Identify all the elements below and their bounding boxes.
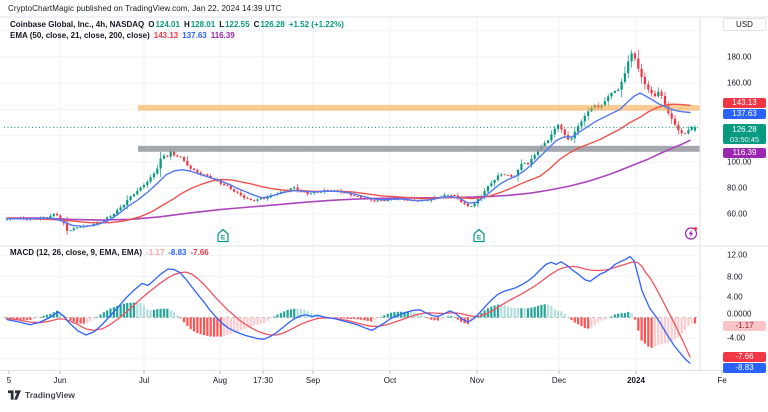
ema50-price-badge: 143.13 [723, 98, 766, 108]
ema50-value: 143.13 [153, 31, 179, 40]
time-axis-label: Aug [212, 376, 228, 385]
scale-label: 100.00 [727, 157, 752, 167]
macd-line[interactable] [6, 255, 691, 364]
scale-label: -4.00 [727, 333, 746, 342]
svg-text:E: E [221, 235, 226, 242]
scale-label: 60.00 [727, 209, 748, 219]
macd-legend[interactable]: MACD (12, 26, close, 9, EMA, EMA) -1.17 … [10, 248, 209, 257]
macd-legend-label: MACD (12, 26, close, 9, EMA, EMA) [10, 248, 143, 257]
macd-value-badge: -8.83 [723, 362, 766, 373]
scale-label: 0.0000 [727, 309, 752, 319]
ema50-line[interactable] [6, 103, 691, 224]
time-axis-label: Fe [717, 376, 727, 385]
scale-label: 180.00 [727, 52, 752, 62]
macd-signal-value: -7.66 [190, 248, 209, 257]
scale-label: 4.00 [727, 292, 743, 302]
time-axis-label: 2024 [627, 376, 645, 385]
ema-legend-label: EMA (50, close, 21, close, 200, close) [10, 31, 150, 40]
ema200-value: 116.39 [210, 31, 235, 40]
tradingview-logo-text: TradingView [25, 390, 75, 400]
ema21-line[interactable] [6, 92, 691, 228]
macd-signal-badge: -7.66 [723, 352, 766, 362]
macd-histogram [5, 302, 697, 348]
ema200-line[interactable] [6, 139, 691, 221]
time-axis-label: 5 [6, 376, 12, 385]
earnings-icon[interactable]: E [217, 228, 229, 243]
ohlc-close: C 126.28 [253, 20, 285, 29]
ohlc-low: L 122.55 [219, 20, 250, 29]
gray-support-band[interactable] [138, 145, 700, 152]
tradingview-logo[interactable]: TradingView [8, 390, 75, 400]
time-axis-label: Dec [551, 376, 567, 385]
last-price-badge: 126.28 03:50:45 [723, 124, 766, 144]
time-axis-label: Sep [305, 376, 321, 385]
price-scale[interactable]: 180.00 160.00 100.00 80.00 60.00 12.00 8.00 4.0… [700, 0, 768, 412]
tradingview-mark-icon [8, 390, 21, 400]
flash-icon[interactable] [684, 227, 698, 240]
orange-resistance-band[interactable] [138, 104, 700, 111]
scale-label: 8.00 [727, 272, 743, 281]
ema-legend[interactable]: EMA (50, close, 21, close, 200, close) 1… [10, 31, 235, 40]
svg-text:E: E [477, 235, 482, 242]
currency-button[interactable]: USD [723, 18, 766, 31]
ema200-price-badge: 116.39 [723, 147, 766, 158]
time-axis-label: Oct [383, 376, 397, 385]
time-axis-label: Jun [53, 376, 67, 385]
macd-hist-value: -1.17 [146, 248, 165, 257]
price-change: +1.52 (+1.22%) [288, 20, 344, 29]
scale-label: 80.00 [727, 183, 748, 193]
ohlc-high: H 128.01 [183, 20, 216, 29]
time-axis-label: 17:30 [252, 376, 274, 385]
time-axis[interactable]: 5 Jun Jul Aug 17:30 Sep Oct Nov Dec 2024 Fe [0, 371, 768, 389]
scale-label: 12.00 [727, 250, 748, 260]
symbol-legend[interactable]: Coinbase Global, Inc., 4h, NASDAQ O 124.0… [10, 20, 344, 29]
scale-label: 160.00 [727, 78, 752, 88]
earnings-icon[interactable]: E [473, 228, 485, 243]
symbol-title[interactable]: Coinbase Global, Inc., 4h, NASDAQ [10, 20, 145, 29]
macd-hist-badge: -1.17 [723, 320, 766, 331]
macd-line-value: -8.83 [168, 248, 187, 257]
time-axis-label: Jul [138, 376, 150, 385]
time-axis-label: Nov [469, 376, 485, 385]
ema21-value: 137.63 [182, 31, 207, 40]
publish-info: CryptoChartMagic published on TradingVie… [8, 4, 282, 13]
ohlc-open: O 124.01 [148, 20, 180, 29]
ema21-price-badge: 137.63 [723, 108, 766, 119]
